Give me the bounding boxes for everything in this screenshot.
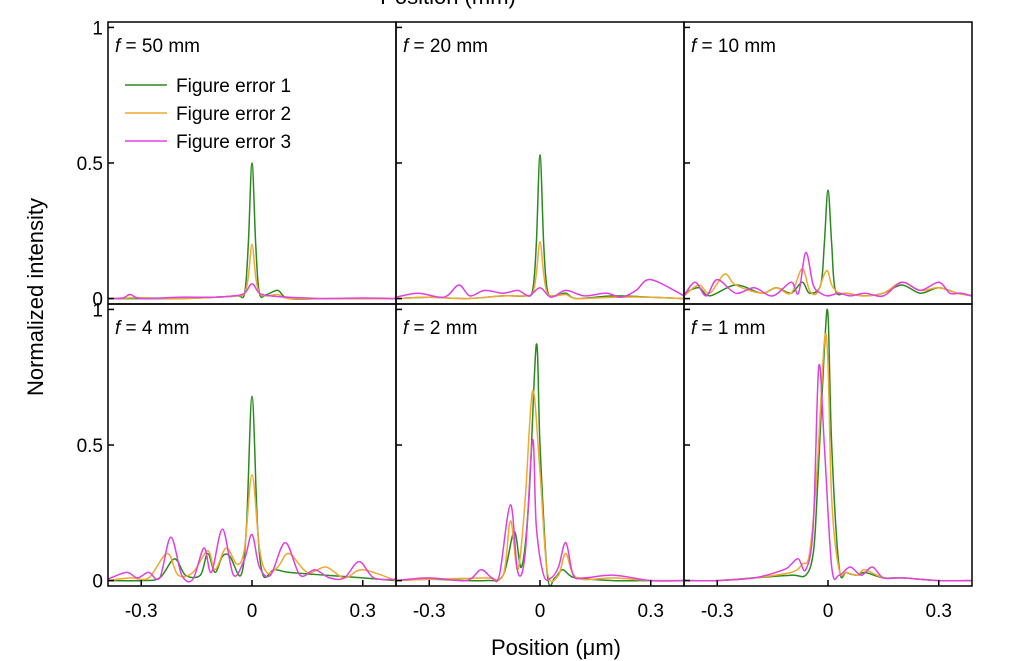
series-line-3 <box>396 278 684 299</box>
panel-4-frame <box>107 303 397 587</box>
y-tick-label: 1 <box>92 18 103 39</box>
panel-2-lines <box>396 154 684 300</box>
y-tick-label: 0.5 <box>77 436 103 457</box>
panel-6-lines <box>684 308 972 582</box>
series-line-3 <box>108 282 396 300</box>
panel-3-frame <box>683 21 973 305</box>
x-tick-label: 0.3 <box>638 601 664 622</box>
panel-label: f = 20 mm <box>403 36 488 57</box>
series-line-2 <box>684 333 972 582</box>
x-tick-label: -0.3 <box>701 601 734 622</box>
series-line-3 <box>684 363 972 582</box>
x-tick-label: 0.3 <box>926 601 952 622</box>
x-tick-label: -0.3 <box>125 601 158 622</box>
panel-3: f = 10 mm <box>683 21 973 305</box>
panel-2: f = 20 mm <box>395 21 685 305</box>
panel-4: f = 4 mm <box>107 303 397 587</box>
x-tick-labels: -0.3 0 0.3 -0.3 0 0.3 -0.3 0 0.3 <box>125 601 952 622</box>
series-line-1 <box>108 162 396 300</box>
series-line-2 <box>396 240 684 300</box>
panel-label: f = 2 mm <box>403 318 477 339</box>
panel-label: f = 4 mm <box>115 318 189 339</box>
legend-label-1: Figure error 1 <box>176 76 291 97</box>
x-tick-label: 0.3 <box>350 601 376 622</box>
x-tick-label: 0 <box>535 601 546 622</box>
x-tick-label: 0 <box>823 601 834 622</box>
panel-label: f = 10 mm <box>691 36 776 57</box>
panel-1-lines <box>108 162 396 300</box>
series-line-1 <box>396 154 684 300</box>
legend-label-2: Figure error 2 <box>176 104 291 125</box>
series-line-2 <box>108 474 396 582</box>
series-line-1 <box>108 395 396 582</box>
x-tick-label: -0.3 <box>413 601 446 622</box>
panel-label: f = 1 mm <box>691 318 765 339</box>
y-tick-label: 0 <box>92 290 103 311</box>
panel-4-lines <box>108 395 396 583</box>
series-line-1 <box>684 189 972 297</box>
x-tick-label: 0 <box>247 601 258 622</box>
panels-grid: f = 50 mm f = 20 mm f = 10 mm f = 4 mm f = 2… <box>107 21 973 587</box>
y-tick-label: 1 <box>92 300 103 321</box>
panel-2-frame <box>395 21 685 305</box>
panel-label: f = 50 mm <box>115 36 200 57</box>
panel-6-frame <box>683 303 973 587</box>
series-line-2 <box>684 268 972 297</box>
series-line-2 <box>396 390 684 583</box>
series-line-3 <box>684 251 972 298</box>
series-line-3 <box>396 438 684 583</box>
legend: Figure error 1 Figure error 2 Figure error… <box>125 76 291 153</box>
panel-1: f = 50 mm <box>107 21 397 305</box>
cut-top-axis-title: Position (mm) <box>380 0 516 9</box>
panel-5: f = 2 mm <box>395 303 685 587</box>
series-line-3 <box>108 528 396 583</box>
series-line-2 <box>108 243 396 300</box>
y-axis-title: Normalized intensity <box>23 198 48 396</box>
legend-label-3: Figure error 3 <box>176 132 291 153</box>
panel-3-lines <box>684 189 972 298</box>
panel-5-lines <box>396 343 684 586</box>
y-tick-label: 0.5 <box>77 154 103 175</box>
panel-6: f = 1 mm <box>683 303 973 587</box>
x-axis-title: Position (μm) <box>491 635 621 660</box>
y-tick-label: 0 <box>92 572 103 593</box>
